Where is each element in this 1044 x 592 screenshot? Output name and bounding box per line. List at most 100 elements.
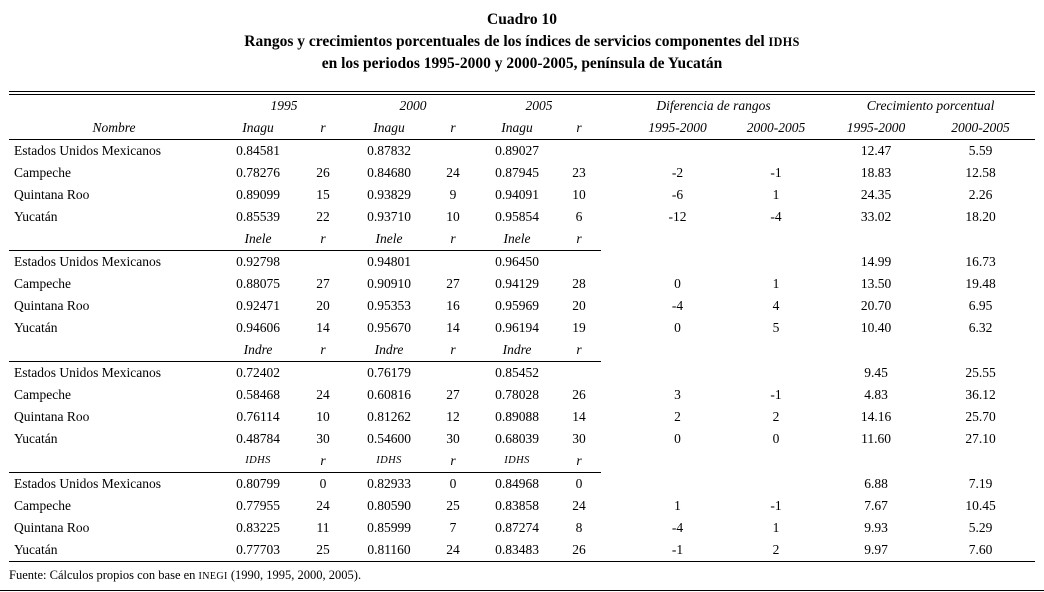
table-row: Yucatán 0.48784 30 0.54600 30 0.68039 30 0 0 11.6…: [9, 428, 1035, 450]
indicator-label: IDHS: [219, 450, 297, 473]
row-name: Quintana Roo: [14, 298, 90, 313]
data-cell: 0: [674, 431, 681, 446]
data-cell: -4: [671, 520, 684, 535]
data-cell: 24.35: [860, 187, 892, 202]
data-cell: [297, 140, 349, 163]
data-cell: 0.93710: [367, 209, 411, 224]
empty-corner-cell: [9, 95, 219, 118]
data-cell: 14.99: [860, 253, 892, 269]
data-cell: 0.92798: [236, 254, 280, 269]
table-row: Yucatán 0.77703 25 0.81160 24 0.83483 26 -1 2 9.9…: [9, 539, 1035, 562]
year-1995-header: 1995: [270, 98, 298, 113]
data-cell: 1: [772, 276, 780, 291]
data-cell: 27: [446, 387, 460, 402]
data-cell: -2: [671, 165, 684, 180]
column-header-row: Nombre Inagu r Inagu r Inagu r 1995-2000…: [9, 117, 1036, 140]
r-label: r: [429, 450, 477, 473]
cre-period2-header: 2000-2005: [926, 117, 1036, 140]
data-cell: 0.83483: [495, 542, 539, 557]
data-cell: -6: [671, 187, 684, 202]
r-label: r: [557, 228, 601, 251]
indicator-label: Inele: [219, 228, 297, 251]
indicator-subheader-row: Indre r Indre r Indre r: [9, 339, 1035, 362]
data-cell: 30: [446, 431, 460, 446]
data-cell: 10: [446, 209, 460, 224]
dif-period2-header: 2000-2005: [726, 117, 827, 140]
data-cell: 0.94129: [495, 276, 539, 291]
data-cell: 26: [572, 542, 586, 557]
data-cell: [429, 140, 477, 163]
data-cell: 0.72402: [236, 365, 280, 380]
data-cell: -12: [668, 209, 687, 224]
data-cell: -1: [770, 498, 782, 513]
data-cell: 0.95670: [367, 320, 411, 335]
data-cell: 27: [316, 276, 330, 291]
row-name: Quintana Roo: [14, 187, 90, 202]
bottom-page-rule: [0, 590, 1044, 591]
subheader-spacer-cell: [601, 228, 726, 251]
data-cell: 23: [572, 165, 586, 180]
subheader-spacer-cell: [726, 339, 826, 362]
data-cell: 5.59: [968, 143, 993, 158]
row-name: Quintana Roo: [14, 520, 90, 535]
r-1995-header: r: [297, 117, 349, 140]
data-cell: 16: [446, 298, 460, 313]
data-cell: 14: [446, 320, 460, 335]
data-cell: 20: [316, 298, 330, 313]
data-cell: 26: [572, 387, 586, 402]
data-cell: 0.54600: [367, 431, 411, 446]
indicator-label: Indre: [477, 339, 557, 362]
data-cell: 0.94606: [236, 320, 280, 335]
data-cell: 25.70: [965, 409, 996, 424]
data-cell: [297, 251, 349, 274]
data-cell: 30: [572, 431, 586, 446]
data-cell: 10.45: [965, 498, 996, 513]
row-name: Campeche: [14, 498, 71, 513]
source-note-post: (1990, 1995, 2000, 2005).: [227, 568, 362, 582]
data-cell: 12: [446, 409, 460, 424]
data-cell: 0.77703: [236, 542, 280, 557]
data-cell: 19.48: [965, 276, 996, 291]
subheader-spacer-cell: [9, 228, 219, 251]
data-cell: 0.76114: [236, 409, 280, 424]
subheader-spacer-cell: [926, 450, 1035, 473]
table-row: Quintana Roo 0.83225 11 0.85999 7 0.87274 8 -4 1…: [9, 517, 1035, 539]
data-cell: 7: [449, 520, 457, 535]
data-cell: 0.78028: [495, 387, 539, 402]
indicator-label: Inele: [477, 228, 557, 251]
data-cell: 4.83: [864, 387, 888, 402]
row-name: Estados Unidos Mexicanos: [14, 143, 161, 158]
data-cell: 24: [572, 498, 586, 513]
table-row: Estados Unidos Mexicanos 0.92798 0.94801 0.…: [9, 251, 1035, 274]
data-cell: 9.93: [864, 520, 888, 535]
data-cell: 7.19: [968, 475, 993, 491]
data-cell: 33.02: [860, 209, 892, 224]
data-cell: 0.95854: [495, 209, 539, 224]
data-cell: 0.82933: [367, 476, 411, 491]
inagu-2005-header: Inagu: [477, 117, 557, 140]
data-cell: [726, 251, 826, 274]
data-cell: [557, 140, 601, 163]
data-cell: [601, 473, 726, 496]
source-inegi-smallcaps: INEGI: [198, 571, 228, 582]
data-cell: 25.55: [965, 364, 996, 380]
percent-growth-group-header: Crecimiento porcentual: [866, 98, 995, 113]
data-cell: 0: [575, 476, 583, 491]
row-name: Estados Unidos Mexicanos: [14, 254, 161, 269]
indicator-label: Indre: [349, 339, 429, 362]
subheader-spacer-cell: [601, 339, 726, 362]
data-cell: [557, 251, 601, 274]
data-cell: 0: [772, 431, 780, 446]
data-cell: [726, 140, 826, 163]
table-number: Cuadro 10: [487, 11, 557, 28]
data-cell: 0.68039: [495, 431, 539, 446]
data-cell: 2.26: [968, 187, 993, 202]
subheader-spacer-cell: [726, 450, 826, 473]
data-cell: 4: [772, 298, 780, 313]
data-cell: 0: [674, 276, 681, 291]
table-row: Quintana Roo 0.92471 20 0.95353 16 0.95969 20 -…: [9, 295, 1035, 317]
group-header-row: 1995 2000 2005 Diferencia de rangos Crec…: [9, 95, 1035, 118]
table-row: Campeche 0.78276 26 0.84680 24 0.87945 23 -2 -1 1…: [9, 162, 1035, 184]
data-cell: 0.80590: [367, 498, 411, 513]
